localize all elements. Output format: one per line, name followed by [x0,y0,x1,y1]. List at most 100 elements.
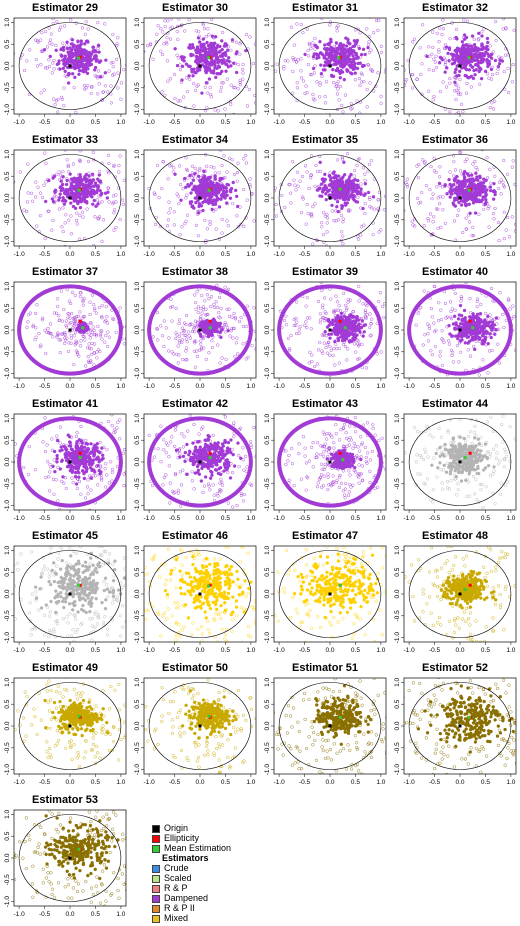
outlier-point [323,342,326,345]
estimate-point [193,71,196,74]
estimate-point [344,48,347,51]
outlier-point [341,158,344,161]
outlier-point [376,353,379,356]
estimate-point [475,68,478,71]
estimate-point [480,77,483,80]
outlier-point [213,306,216,309]
estimate-point [340,195,343,198]
estimate-point [204,320,207,323]
outlier-point [79,295,82,298]
x-tick-label: -1.0 [273,119,285,126]
estimate-point [43,48,46,51]
estimate-point [461,196,464,199]
y-tick-label: -0.5 [264,346,271,358]
estimate-point [486,65,489,68]
estimate-point [351,183,354,186]
outlier-point [101,304,104,307]
outlier-point [431,353,434,356]
y-tick-label: -0.5 [264,214,271,226]
panel-title: Estimator 38 [130,266,260,278]
outlier-point [90,353,93,356]
estimate-point [367,46,370,49]
outlier-point [513,29,516,32]
outlier-point [303,324,306,327]
estimate-point [205,68,208,71]
outlier-point [188,18,191,21]
outlier-point [26,200,29,203]
outlier-point [249,36,252,39]
estimate-point [448,178,451,181]
outlier-point [289,192,292,195]
estimate-point [319,161,322,164]
estimate-point [472,177,475,180]
outlier-point [241,68,244,71]
outlier-point [61,42,64,45]
outlier-point [306,203,309,206]
estimate-point [199,321,202,324]
outlier-point [341,148,344,149]
outlier-point [221,232,224,235]
estimate-point [346,191,349,194]
y-tick-label: 0.5 [264,303,271,312]
outlier-point [86,84,89,87]
outlier-point [43,152,46,155]
x-tick-label: -1.0 [13,119,25,126]
estimate-point [59,186,62,189]
estimate-point [59,193,62,196]
estimate-point [346,70,349,73]
estimate-point [339,72,342,75]
outlier-point [197,234,200,237]
outlier-point [155,216,158,219]
outlier-point [126,317,128,320]
estimate-point [236,205,239,208]
estimate-point [209,42,212,45]
estimate-point [226,49,229,52]
outlier-point [82,216,85,219]
outlier-point [415,324,418,327]
outlier-point [416,197,419,200]
point-cloud [139,148,258,244]
outlier-point [235,341,238,344]
outlier-point [315,164,318,167]
estimate-point [438,61,441,64]
outlier-point [192,105,195,108]
outlier-point [245,162,248,165]
outlier-point [226,78,229,81]
estimate-point [190,182,193,185]
outlier-point [98,306,101,309]
outlier-point [296,23,299,26]
estimate-point [457,179,460,182]
estimate-point [73,52,76,55]
outlier-point [477,213,480,216]
outlier-point [186,177,189,180]
estimate-point [208,182,211,185]
outlier-point [71,291,74,294]
outlier-point [327,16,330,18]
estimate-point [88,191,91,194]
y-tick-label: 0.0 [4,325,11,334]
outlier-point [185,156,188,159]
outlier-point [54,103,57,106]
y-tick-label: 1.0 [134,281,141,290]
estimate-point [461,188,464,191]
outlier-point [211,346,214,349]
outlier-point [102,218,105,221]
outlier-point [379,291,382,294]
outlier-point [386,354,388,357]
estimate-point [71,72,74,75]
outlier-point [63,24,66,27]
origin-marker [329,65,332,68]
estimate-point [73,64,76,67]
estimate-point [61,59,64,62]
y-tick-label: -0.5 [394,214,401,226]
outlier-point [406,178,409,181]
outlier-point [335,295,338,298]
outlier-point [420,191,423,194]
origin-marker [199,329,202,332]
estimate-point [323,56,326,59]
estimate-point [57,199,60,202]
outlier-point [37,186,40,189]
outlier-point [448,82,451,85]
